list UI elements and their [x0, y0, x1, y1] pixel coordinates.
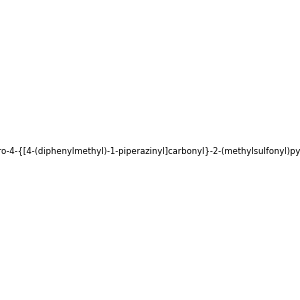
Text: 5-chloro-4-{[4-(diphenylmethyl)-1-piperazinyl]carbonyl}-2-(methylsulfonyl)pyrimi: 5-chloro-4-{[4-(diphenylmethyl)-1-pipera…: [0, 147, 300, 156]
